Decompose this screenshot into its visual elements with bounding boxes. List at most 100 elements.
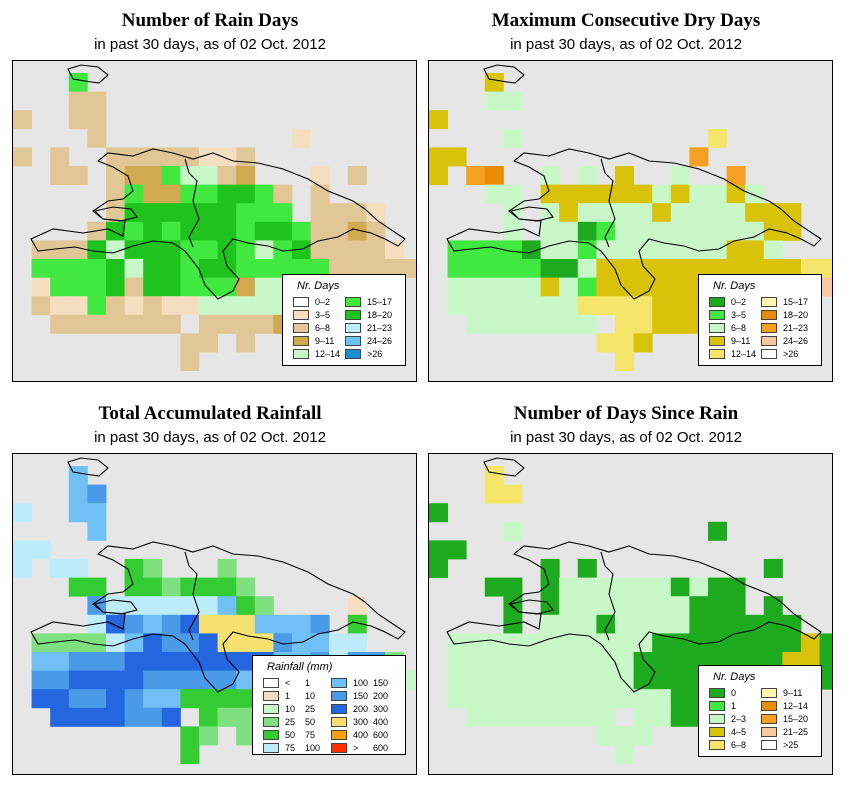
grid-cell — [254, 633, 274, 653]
grid-cell — [273, 203, 293, 223]
grid-cell — [180, 184, 200, 204]
legend-swatch — [761, 297, 777, 307]
grid-cell — [143, 147, 163, 167]
legend-swatch — [761, 349, 777, 359]
grid-cell — [161, 314, 181, 334]
grid-cell — [68, 110, 88, 130]
grid-cell — [819, 277, 832, 297]
grid-cell — [50, 707, 70, 727]
legend-swatch — [263, 743, 279, 753]
grid-cell — [143, 296, 163, 316]
grid-cell — [429, 110, 448, 130]
grid-cell — [124, 614, 144, 634]
legend-label: >25 — [783, 740, 799, 750]
legend-label: 6–8 — [315, 323, 331, 333]
grid-cell — [347, 240, 367, 260]
grid-cell — [161, 221, 181, 241]
grid-cell — [217, 559, 237, 578]
grid-cell — [503, 707, 523, 727]
legend-swatch — [345, 310, 361, 320]
grid-cell — [347, 259, 367, 278]
grid-cell — [484, 466, 504, 485]
grid-cell — [273, 184, 293, 204]
grid-cell — [670, 203, 690, 223]
grid-cell — [484, 577, 504, 597]
grid-cell — [106, 296, 125, 316]
grid-cell — [447, 652, 467, 671]
legend-swatch — [293, 297, 309, 307]
grid-cell — [31, 689, 51, 709]
grid-cell — [50, 689, 70, 709]
grid-cell — [708, 596, 727, 616]
grid-cell — [745, 633, 765, 653]
grid-cell — [124, 147, 144, 167]
legend-swatch — [331, 717, 347, 727]
legend-swatch — [293, 349, 309, 359]
legend-label-upper: 50 — [305, 717, 316, 727]
grid-cell — [31, 240, 51, 260]
grid-cell — [503, 484, 523, 504]
legend-swatch — [263, 717, 279, 727]
grid-cell — [13, 147, 32, 167]
grid-cell — [236, 707, 256, 727]
grid-cell — [633, 689, 653, 709]
grid-cell — [522, 240, 541, 260]
grid-cell — [236, 633, 256, 653]
grid-cell — [540, 670, 560, 690]
grid-cell — [801, 259, 820, 278]
grid-cell — [466, 240, 486, 260]
grid-cell — [726, 166, 746, 185]
grid-cell — [559, 277, 579, 297]
legend-swatch — [709, 349, 725, 359]
grid-cell — [180, 333, 200, 353]
legend-label-upper: 400 — [373, 717, 389, 727]
grid-cell — [31, 670, 51, 690]
grid-cell — [106, 147, 125, 167]
grid-cell — [87, 110, 107, 130]
grid-cell — [87, 240, 107, 260]
coastline — [446, 148, 822, 300]
legend-swatch — [345, 323, 361, 333]
grid-cell — [292, 221, 311, 241]
grid-cell — [652, 221, 672, 241]
grid-cell — [577, 296, 597, 316]
grid-cell — [217, 652, 237, 671]
coastline — [446, 541, 822, 693]
grid-cell — [596, 707, 616, 727]
grid-cell — [273, 240, 293, 260]
grid-cell — [217, 314, 237, 334]
grid-cell — [559, 707, 579, 727]
grid-cell — [161, 577, 181, 597]
grid-cell — [236, 577, 256, 597]
grid-cell — [782, 203, 802, 223]
grid-cell — [540, 240, 560, 260]
grid-cell — [87, 277, 107, 297]
legend-label: 75 — [285, 743, 296, 753]
legend-label: 100 — [353, 678, 369, 688]
legend-swatch — [293, 336, 309, 346]
grid-cell — [577, 221, 597, 241]
coastline — [483, 64, 525, 84]
grid-cell — [199, 166, 218, 185]
grid-cell — [236, 240, 256, 260]
coastline — [30, 541, 406, 693]
legend-swatch — [331, 704, 347, 714]
grid-cell — [161, 596, 181, 616]
legend-label: 21–23 — [783, 323, 809, 333]
legend-swatch — [709, 297, 725, 307]
grid-cell — [596, 577, 616, 597]
grid-cell — [484, 240, 504, 260]
grid-cell — [236, 221, 256, 241]
grid-cell — [403, 670, 416, 690]
grid-cell — [708, 240, 727, 260]
grid-cell — [615, 352, 634, 371]
grid-cell — [540, 314, 560, 334]
grid-cell — [447, 277, 467, 297]
grid-cell — [143, 184, 163, 204]
grid-cell — [106, 707, 125, 727]
legend-label: 50 — [285, 730, 296, 740]
grid-cell — [161, 689, 181, 709]
grid-cell — [484, 184, 504, 204]
panel-subtitle: in past 30 days, as of 02 Oct. 2012 — [510, 36, 742, 53]
grid-cell — [466, 633, 486, 653]
